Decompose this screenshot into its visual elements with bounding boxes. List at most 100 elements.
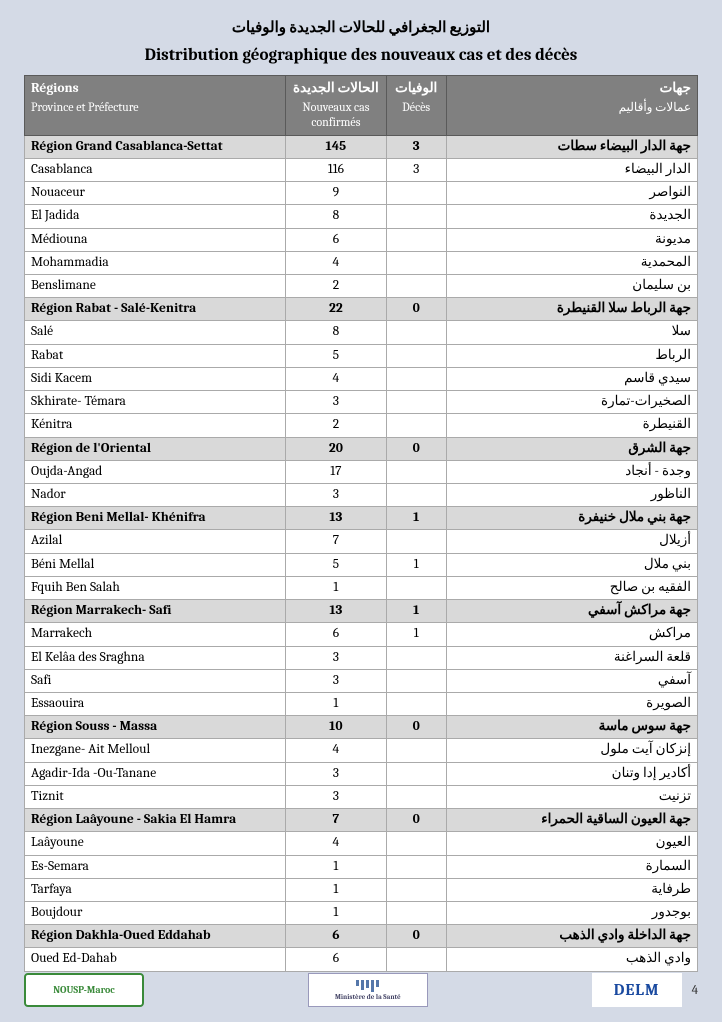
table-row: Béni Mellal51بني ملال <box>25 553 698 576</box>
cell-name-fr: Oued Ed-Dahab <box>25 948 286 971</box>
cell-name-fr: Rabat <box>25 344 286 367</box>
cell-cases: 13 <box>286 600 386 623</box>
cell-name-fr: Es-Semara <box>25 855 286 878</box>
table-row: Tiznit3تزنيت <box>25 785 698 808</box>
cell-deaths: 3 <box>386 135 446 158</box>
cell-cases: 8 <box>286 321 386 344</box>
cell-name-ar: الصويرة <box>446 692 697 715</box>
title-french: Distribution géographique des nouveaux c… <box>24 46 698 65</box>
cell-name-fr: Fquih Ben Salah <box>25 576 286 599</box>
cell-name-ar: الرباط <box>446 344 697 367</box>
cell-cases: 1 <box>286 692 386 715</box>
table-row: Nador3الناظور <box>25 484 698 507</box>
cell-name-fr: Skhirate- Témara <box>25 391 286 414</box>
table-region-row: Région Marrakech- Safi131جهة مراكش آسفي <box>25 600 698 623</box>
cell-deaths <box>386 251 446 274</box>
cell-cases: 10 <box>286 716 386 739</box>
cell-deaths <box>386 182 446 205</box>
cell-deaths: 1 <box>386 623 446 646</box>
cell-name-ar: السمارة <box>446 855 697 878</box>
cell-deaths <box>386 460 446 483</box>
cell-cases: 116 <box>286 158 386 181</box>
table-region-row: Région Rabat - Salé-Kenitra220جهة الرباط… <box>25 298 698 321</box>
cell-deaths <box>386 692 446 715</box>
cell-deaths <box>386 878 446 901</box>
cell-deaths <box>386 321 446 344</box>
cell-name-fr: Oujda-Angad <box>25 460 286 483</box>
cell-name-ar: جهة بني ملال خنيفرة <box>446 507 697 530</box>
table-row: Es-Semara1السمارة <box>25 855 698 878</box>
header-regions-sub-fr: Province et Préfecture <box>31 100 279 116</box>
cell-cases: 1 <box>286 901 386 924</box>
table-row: Benslimane2بن سليمان <box>25 275 698 298</box>
table-row: Tarfaya1طرفاية <box>25 878 698 901</box>
cell-name-fr: Marrakech <box>25 623 286 646</box>
cell-name-fr: Agadir-Ida -Ou-Tanane <box>25 762 286 785</box>
cell-name-ar: جهة الداخلة وادي الذهب <box>446 925 697 948</box>
cell-cases: 7 <box>286 530 386 553</box>
cell-name-fr: Azilal <box>25 530 286 553</box>
cell-name-ar: الدار البيضاء <box>446 158 697 181</box>
cell-name-fr: Nador <box>25 484 286 507</box>
cell-deaths <box>386 530 446 553</box>
header-regions-sub-ar: عمالات وأقاليم <box>453 100 691 116</box>
table-row: El Kelâa des Sraghna3قلعة السراغنة <box>25 646 698 669</box>
cell-name-ar: طرفاية <box>446 878 697 901</box>
cell-name-ar: بن سليمان <box>446 275 697 298</box>
cell-name-ar: جهة سوس ماسة <box>446 716 697 739</box>
table-row: Nouaceur9النواصر <box>25 182 698 205</box>
cell-name-fr: Inezgane- Ait Melloul <box>25 739 286 762</box>
cell-name-fr: Kénitra <box>25 414 286 437</box>
logo-ministry: Ministère de la Santé <box>308 973 428 1007</box>
cell-cases: 1 <box>286 878 386 901</box>
cell-deaths <box>386 205 446 228</box>
cell-cases: 4 <box>286 251 386 274</box>
table-row: Essaouira1الصويرة <box>25 692 698 715</box>
cell-cases: 3 <box>286 762 386 785</box>
table-row: Casablanca1163الدار البيضاء <box>25 158 698 181</box>
table-row: Rabat5الرباط <box>25 344 698 367</box>
cell-name-ar: الفقيه بن صالح <box>446 576 697 599</box>
cell-name-fr: Laâyoune <box>25 832 286 855</box>
cell-deaths <box>386 646 446 669</box>
cell-deaths <box>386 739 446 762</box>
table-row: Oued Ed-Dahab6وادي الذهب <box>25 948 698 971</box>
table-row: El Jadida8الجديدة <box>25 205 698 228</box>
page-footer: NOUSP-Maroc Ministère de la Santé DELM 4 <box>24 970 698 1010</box>
cell-name-ar: بوجدور <box>446 901 697 924</box>
logo-nousp: NOUSP-Maroc <box>24 973 144 1007</box>
cell-name-fr: Région Laâyoune - Sakia El Hamra <box>25 809 286 832</box>
cell-deaths: 0 <box>386 298 446 321</box>
table-row: Agadir-Ida -Ou-Tanane3أكادير إدا وتنان <box>25 762 698 785</box>
table-region-row: Région Beni Mellal- Khénifra131جهة بني م… <box>25 507 698 530</box>
cell-deaths: 1 <box>386 507 446 530</box>
cell-name-ar: مديونة <box>446 228 697 251</box>
cell-deaths <box>386 948 446 971</box>
cell-cases: 5 <box>286 553 386 576</box>
table-row: Skhirate- Témara3الصخيرات-تمارة <box>25 391 698 414</box>
logo-delm: DELM <box>592 973 682 1007</box>
cell-name-ar: آسفي <box>446 669 697 692</box>
cell-name-fr: El Jadida <box>25 205 286 228</box>
cell-name-ar: الناظور <box>446 484 697 507</box>
cell-name-fr: Safi <box>25 669 286 692</box>
col-header-regions-ar: جهات عمالات وأقاليم <box>446 76 697 136</box>
cell-cases: 4 <box>286 739 386 762</box>
table-row: Inezgane- Ait Melloul4إنزكان آيت ملول <box>25 739 698 762</box>
cell-name-ar: مراكش <box>446 623 697 646</box>
cell-deaths <box>386 855 446 878</box>
cell-cases: 2 <box>286 414 386 437</box>
cell-name-fr: Médiouna <box>25 228 286 251</box>
table-region-row: Région Grand Casablanca-Settat1453جهة ال… <box>25 135 698 158</box>
col-header-regions: Régions Province et Préfecture <box>25 76 286 136</box>
table-row: Salé8سلا <box>25 321 698 344</box>
cell-cases: 3 <box>286 646 386 669</box>
cell-cases: 145 <box>286 135 386 158</box>
cell-name-fr: Béni Mellal <box>25 553 286 576</box>
table-body: Région Grand Casablanca-Settat1453جهة ال… <box>25 135 698 971</box>
table-row: Kénitra2القنيطرة <box>25 414 698 437</box>
cell-cases: 17 <box>286 460 386 483</box>
cell-name-ar: أزيلال <box>446 530 697 553</box>
cell-deaths <box>386 576 446 599</box>
cell-name-fr: Benslimane <box>25 275 286 298</box>
